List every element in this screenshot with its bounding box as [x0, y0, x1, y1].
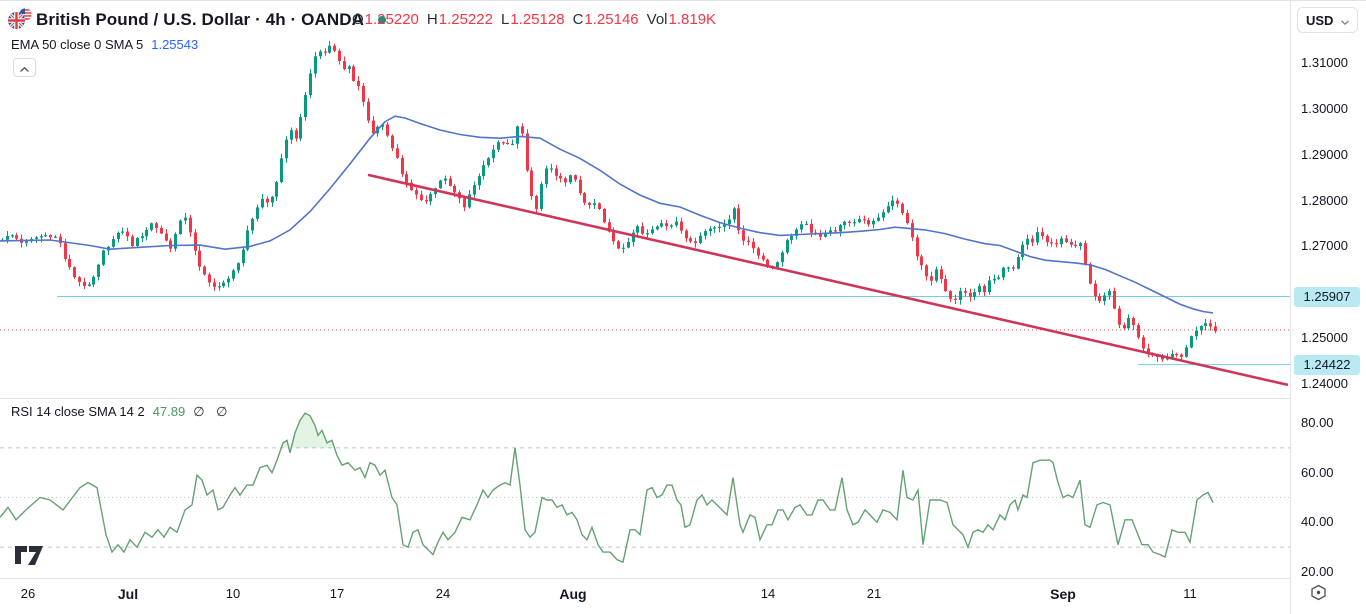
tradingview-logo[interactable]: [14, 545, 48, 571]
open-label: O: [352, 11, 364, 28]
rsi-axis-tick: 80.00: [1301, 415, 1334, 430]
low-label: L: [500, 11, 510, 28]
time-axis-label: 14: [760, 586, 776, 601]
close-value: 1.25146: [584, 11, 639, 28]
time-axis-label: 11: [1183, 586, 1197, 601]
price-axis-divider: [1290, 1, 1291, 614]
time-axis-label: 26: [20, 586, 36, 601]
close-label: C: [572, 11, 584, 28]
pair-flags-icon: [7, 7, 34, 36]
time-axis-divider: [0, 578, 1366, 579]
currency-selector-label: USD: [1306, 12, 1334, 28]
ema-indicator-name: EMA 50 close 0 SMA 5: [11, 37, 144, 52]
price-axis[interactable]: USD 1.31000 1.30000 1.29000 1.28000 1.27000 1…: [1291, 1, 1366, 614]
ema-indicator-value: 1.25543: [151, 37, 199, 52]
price-level-label[interactable]: 1.25907: [1294, 286, 1360, 307]
rsi-axis-tick: 40.00: [1301, 514, 1334, 530]
market-status-dot[interactable]: [377, 16, 386, 24]
volume-label: Vol: [646, 11, 668, 28]
price-axis-tick: 1.30000: [1301, 100, 1348, 116]
rsi-indicator-value: 47.89: [152, 404, 186, 419]
candles-layer[interactable]: [1, 40, 1217, 362]
price-level-label[interactable]: 1.24422: [1294, 354, 1360, 375]
price-axis-tick: 1.31000: [1301, 55, 1348, 70]
time-axis-label: 17: [329, 586, 345, 601]
time-axis-label: 10: [225, 586, 241, 601]
chart-canvas[interactable]: [0, 1, 1290, 578]
currency-selector-button[interactable]: USD: [1297, 7, 1358, 33]
rsi-overbought-fill: [0, 413, 1213, 448]
high-value: 1.25222: [438, 11, 493, 28]
chevron-down-icon: [1341, 13, 1349, 28]
time-axis-label: 24: [435, 586, 451, 601]
trend-line[interactable]: [367, 173, 1289, 387]
price-axis-tick: 1.29000: [1301, 146, 1348, 162]
ema50-line[interactable]: [0, 115, 1214, 314]
time-axis[interactable]: 26 Jul 10 17 24 Aug 14 21 Sep 11: [0, 579, 1290, 614]
low-value: 1.25128: [510, 11, 565, 28]
price-axis-tick: 1.28000: [1301, 192, 1348, 208]
collapse-pane-button[interactable]: [13, 58, 36, 77]
symbol-header: British Pound / U.S. Dollar · 4h · OANDA: [8, 7, 386, 32]
pane-divider[interactable]: [0, 398, 1366, 399]
chevron-up-icon: [20, 60, 29, 75]
time-axis-label: 21: [866, 586, 882, 601]
rsi-axis-tick: 20.00: [1301, 563, 1334, 579]
volume-value: 1.819K: [668, 11, 717, 28]
price-axis-tick: 1.25000: [1301, 330, 1348, 346]
high-label: H: [426, 11, 438, 28]
rsi-indicator-extra: ∅ ∅: [193, 404, 232, 419]
symbol-title[interactable]: British Pound / U.S. Dollar · 4h · OANDA: [36, 10, 364, 29]
time-axis-label: Jul: [117, 586, 139, 602]
price-axis-tick: 1.27000: [1301, 238, 1348, 254]
rsi-indicator-row[interactable]: RSI 14 close SMA 14 2 47.89 ∅ ∅: [11, 404, 232, 420]
open-value: 1.25220: [364, 11, 419, 28]
timezone-target-icon[interactable]: [1309, 583, 1328, 607]
ohlc-readout: O 1.25220 H 1.25222 L 1.25128 C 1.25146 …: [352, 11, 724, 28]
ema-indicator-row[interactable]: EMA 50 close 0 SMA 5 1.25543: [11, 37, 198, 52]
rsi-axis-tick: 60.00: [1301, 464, 1334, 480]
time-axis-label: Aug: [559, 586, 587, 602]
rsi-line[interactable]: [0, 412, 1214, 564]
rsi-indicator-name: RSI 14 close SMA 14 2: [11, 404, 145, 419]
time-axis-label: Sep: [1050, 586, 1076, 602]
price-axis-tick: 1.24000: [1301, 375, 1348, 391]
